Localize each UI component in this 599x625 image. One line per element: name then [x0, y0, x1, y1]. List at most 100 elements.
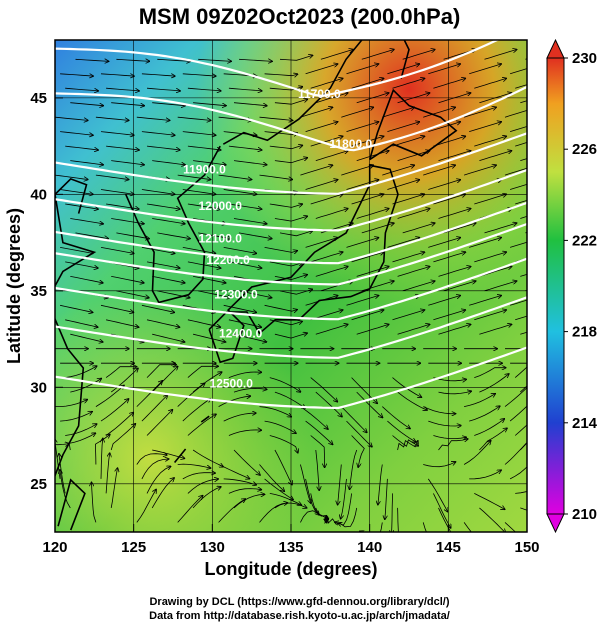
- streamline: [433, 252, 465, 263]
- streamline: [233, 494, 265, 509]
- height-contours: 11700.0 11800.0 11900.0 12000.0 12100.0 12200…: [55, 40, 527, 410]
- streamline: [469, 296, 501, 306]
- streamline: [382, 107, 414, 118]
- streamline: [65, 261, 98, 268]
- streamline: [141, 131, 175, 136]
- streamline: [433, 493, 450, 528]
- streamline: [110, 424, 135, 451]
- streamline: [152, 218, 185, 224]
- streamline: [315, 151, 348, 161]
- streamline: [341, 165, 373, 176]
- streamline: [141, 304, 175, 312]
- streamline: [177, 383, 205, 407]
- streamline: [65, 145, 98, 150]
- streamline: [100, 399, 129, 422]
- streamline: [269, 262, 302, 267]
- streamline: [474, 194, 506, 205]
- streamline: [111, 276, 144, 283]
- streamline: [315, 391, 342, 417]
- streamline: [392, 78, 425, 89]
- streamline: [157, 232, 190, 239]
- streamline: [177, 463, 211, 468]
- streamline: [105, 453, 110, 494]
- streamline: [464, 394, 495, 407]
- y-tick-label: 45: [30, 90, 47, 107]
- streamline: [509, 241, 527, 248]
- colorbar-tick-label: 230: [572, 50, 597, 67]
- streamline: [60, 189, 93, 195]
- streamline: [433, 310, 465, 321]
- streamline: [100, 247, 134, 253]
- streamline: [269, 493, 302, 505]
- streamline: [60, 412, 92, 422]
- streamline: [136, 116, 170, 120]
- streamline: [279, 231, 312, 237]
- streamline: [392, 493, 393, 532]
- streamline: [520, 442, 527, 451]
- streamline: [116, 59, 149, 61]
- coastline-segment: [173, 448, 187, 464]
- streamline: [387, 180, 419, 190]
- streamline: [346, 296, 379, 306]
- streamline: [274, 449, 292, 485]
- streamline: [111, 102, 144, 106]
- streamline: [65, 424, 97, 436]
- streamline: [428, 180, 460, 190]
- chart-title: MSM 09Z02Oct2023 (200.0hPa): [138, 4, 461, 29]
- streamline: [433, 194, 465, 205]
- streamline: [151, 478, 174, 509]
- streamline: [397, 391, 428, 410]
- streamline: [443, 223, 476, 234]
- coastline-segment: [200, 415, 210, 423]
- streamline: [70, 218, 103, 224]
- streamline: [92, 482, 97, 523]
- streamline: [146, 410, 173, 436]
- streamline: [187, 203, 221, 209]
- streamline: [397, 151, 430, 161]
- contour-label: 12100.0: [199, 232, 243, 246]
- streamline: [146, 145, 180, 150]
- streamline: [65, 203, 98, 209]
- streamline: [463, 441, 491, 465]
- streamline: [228, 489, 262, 494]
- streamline: [55, 400, 87, 407]
- streamline: [182, 247, 216, 253]
- coastline-segment: [55, 177, 97, 478]
- streamline: [520, 507, 527, 511]
- streamline: [70, 160, 103, 165]
- streamline: [474, 252, 506, 263]
- streamline: [423, 462, 455, 468]
- streamline: [65, 366, 97, 378]
- streamline: [341, 406, 367, 433]
- streamline: [346, 122, 379, 132]
- streamline: [346, 238, 379, 248]
- streamline: [55, 444, 69, 465]
- colorbar-max-triangle: [546, 38, 565, 59]
- streamline: [228, 430, 262, 436]
- streamline: [59, 454, 66, 494]
- x-tick-label: 135: [278, 539, 303, 556]
- streamline: [438, 151, 471, 161]
- streamline: [233, 449, 260, 475]
- coastline-segment: [368, 88, 458, 161]
- streamline: [60, 304, 93, 312]
- streamline: [259, 116, 293, 120]
- streamline: [509, 299, 527, 306]
- streamline: [310, 136, 343, 147]
- streamline: [520, 158, 527, 161]
- streamline: [341, 478, 347, 519]
- credit-drawing: Drawing by DCL (https://www.gfd-dennou.o…: [149, 596, 450, 608]
- streamline: [300, 165, 332, 176]
- streamline: [223, 413, 256, 422]
- streamline: [474, 310, 506, 321]
- streamline: [315, 324, 348, 335]
- streamline: [264, 247, 298, 252]
- contour-label: 12300.0: [214, 288, 258, 302]
- colorbar-tick-label: 222: [572, 232, 597, 249]
- x-tick-label: 145: [436, 539, 461, 556]
- streamline: [177, 116, 211, 120]
- streamline: [233, 160, 267, 165]
- streamline: [269, 145, 303, 150]
- contour-label: 12500.0: [210, 376, 254, 390]
- y-tick-label: 40: [30, 186, 47, 203]
